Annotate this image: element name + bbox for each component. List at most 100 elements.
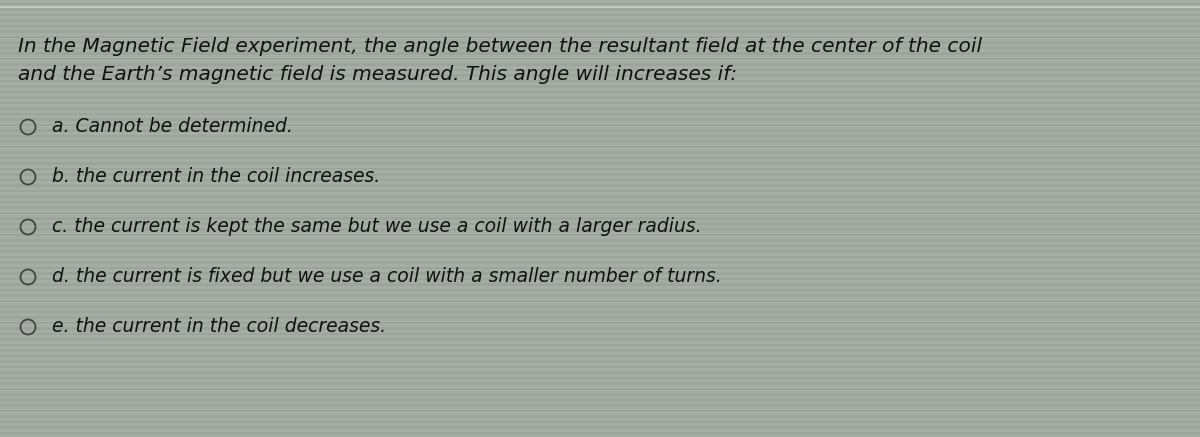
Bar [0,365,1200,368]
Bar [0,27,1200,30]
Bar [0,14,1200,16]
Bar [0,225,1200,228]
Bar [0,322,1200,324]
Bar [0,30,1200,33]
Bar [0,201,1200,203]
Bar [0,170,1200,173]
Bar [0,63,1200,66]
Bar [0,286,1200,288]
Bar [0,297,1200,299]
Bar [0,242,1200,244]
Bar [0,146,1200,148]
Bar [0,253,1200,256]
Bar [0,330,1200,333]
Bar [0,269,1200,272]
Bar [0,379,1200,382]
Text: d. the current is fixed but we use a coil with a smaller number of turns.: d. the current is fixed but we use a coi… [52,267,721,287]
Bar [0,90,1200,93]
Bar [0,74,1200,77]
Bar [0,107,1200,110]
Bar [0,58,1200,60]
Bar [0,423,1200,426]
Bar [0,288,1200,291]
Text: e. the current in the coil decreases.: e. the current in the coil decreases. [52,318,386,336]
Bar [0,390,1200,393]
Bar [0,426,1200,429]
Bar [0,44,1200,46]
Bar [0,228,1200,231]
Bar [0,126,1200,129]
Bar [0,121,1200,124]
Bar [0,354,1200,357]
Bar [0,93,1200,96]
Bar [0,409,1200,412]
Bar [0,415,1200,418]
Bar [0,349,1200,352]
Bar [0,46,1200,49]
Bar [0,220,1200,222]
Bar [0,96,1200,99]
Bar [0,360,1200,363]
Bar [0,335,1200,338]
Bar [0,333,1200,335]
Bar [0,209,1200,212]
Bar [0,264,1200,267]
Bar [0,280,1200,283]
Bar [0,338,1200,341]
Text: and the Earth’s magnetic field is measured. This angle will increases if:: and the Earth’s magnetic field is measur… [18,65,737,84]
Bar [0,346,1200,349]
Bar [0,176,1200,178]
Bar [0,60,1200,63]
Bar [0,38,1200,41]
Bar [0,0,1200,3]
Bar [0,178,1200,181]
Bar [0,327,1200,330]
Bar [0,16,1200,19]
Bar [0,99,1200,101]
Bar [0,203,1200,206]
Bar [0,404,1200,407]
Bar [0,22,1200,24]
Bar [0,167,1200,170]
Text: c. the current is kept the same but we use a coil with a larger radius.: c. the current is kept the same but we u… [52,218,702,236]
Bar [0,399,1200,401]
Bar [0,401,1200,404]
Bar [0,258,1200,261]
Bar [0,115,1200,118]
Bar [0,85,1200,88]
Bar [0,77,1200,80]
Bar [0,8,1200,11]
Bar [0,407,1200,409]
Bar [0,104,1200,107]
Bar [0,24,1200,27]
Bar [0,162,1200,165]
Bar [0,195,1200,198]
Bar [0,151,1200,154]
Bar [0,49,1200,52]
Bar [0,110,1200,112]
Bar [0,5,1200,8]
Bar [0,140,1200,143]
Bar [0,135,1200,137]
Bar [0,118,1200,121]
Bar [0,154,1200,156]
Bar [0,41,1200,44]
Bar [0,35,1200,38]
Bar [0,137,1200,140]
Bar [0,291,1200,294]
Bar [0,434,1200,437]
Bar [0,261,1200,264]
Bar [0,33,1200,35]
Bar [0,124,1200,126]
Bar [0,184,1200,187]
Bar [0,319,1200,322]
Text: b. the current in the coil increases.: b. the current in the coil increases. [52,167,380,187]
Bar [0,250,1200,253]
Bar [0,313,1200,316]
Bar [0,256,1200,258]
Bar [0,267,1200,269]
Bar [0,343,1200,346]
Bar [0,341,1200,343]
Bar [0,420,1200,423]
Bar [0,412,1200,415]
